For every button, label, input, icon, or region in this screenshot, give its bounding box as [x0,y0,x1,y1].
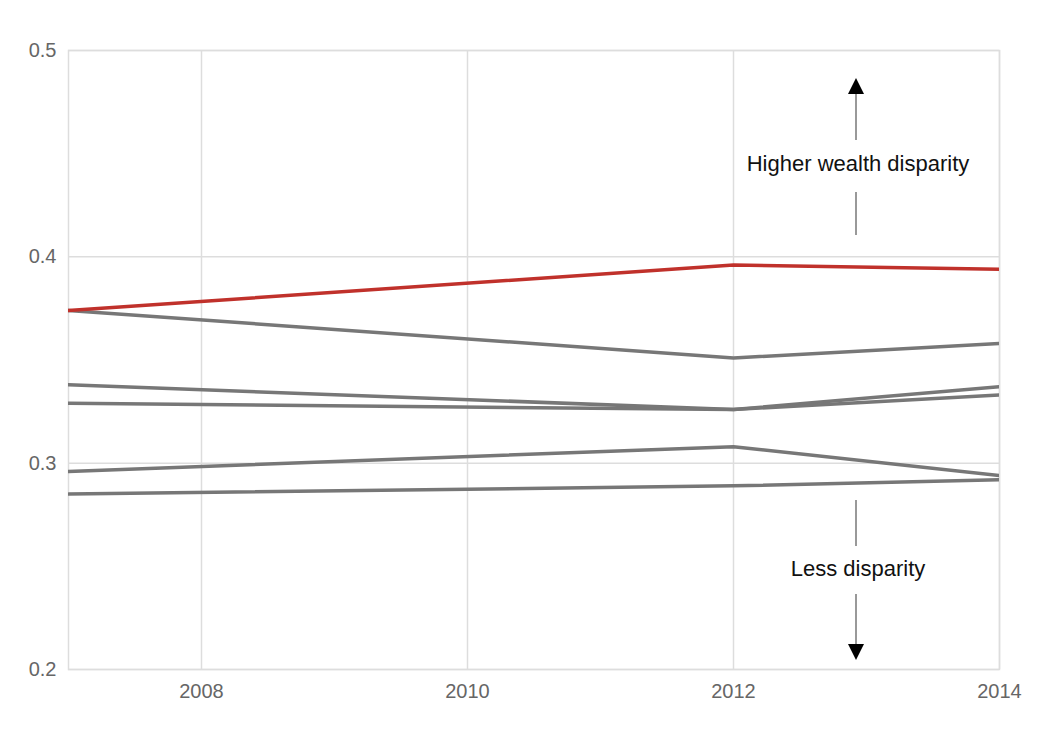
svg-text:2010: 2010 [445,680,490,702]
svg-text:0.4: 0.4 [29,245,57,267]
svg-text:0.5: 0.5 [29,39,57,61]
svg-text:2014: 2014 [977,680,1022,702]
svg-text:2012: 2012 [711,680,756,702]
svg-text:Less disparity: Less disparity [791,556,926,581]
svg-text:Higher wealth disparity: Higher wealth disparity [747,151,970,176]
svg-text:0.3: 0.3 [29,452,57,474]
svg-text:2008: 2008 [179,680,224,702]
svg-text:0.2: 0.2 [29,658,57,680]
